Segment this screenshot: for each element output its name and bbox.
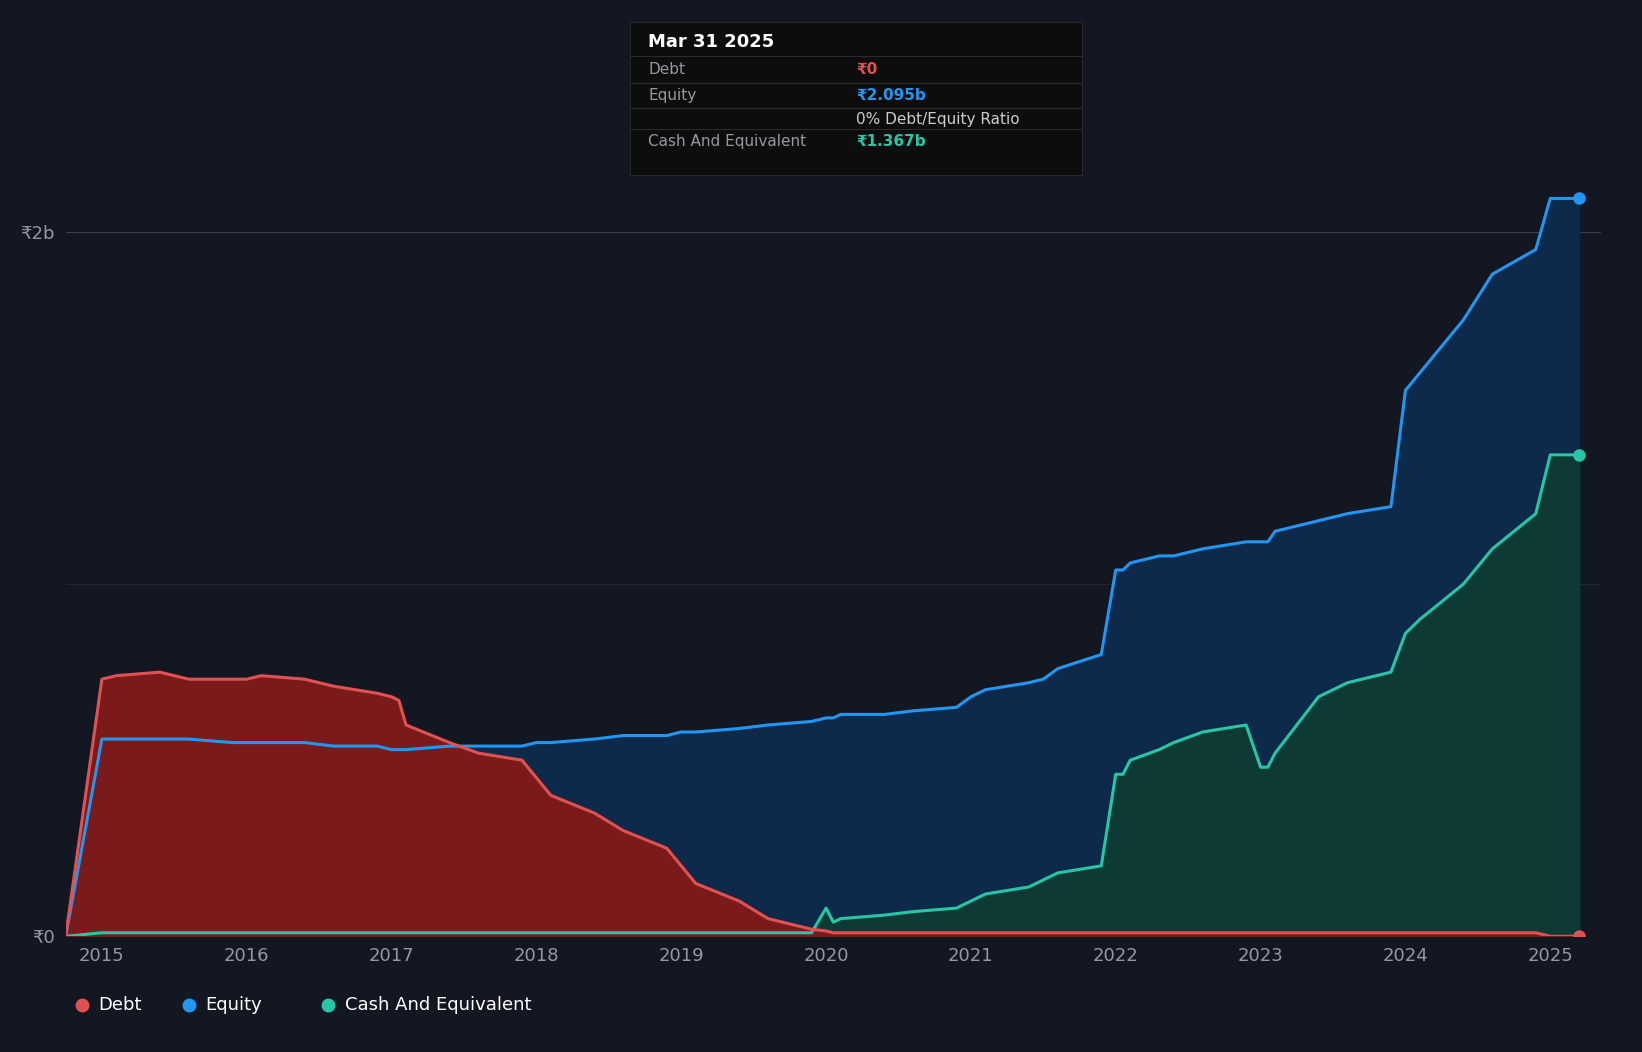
Text: 0% Debt/Equity Ratio: 0% Debt/Equity Ratio — [855, 113, 1020, 127]
Text: Debt: Debt — [649, 62, 685, 77]
Text: Debt: Debt — [99, 995, 141, 1014]
Text: Equity: Equity — [649, 87, 696, 103]
Text: ₹2.095b: ₹2.095b — [855, 87, 926, 103]
Text: ₹1.367b: ₹1.367b — [855, 134, 926, 148]
Text: Mar 31 2025: Mar 31 2025 — [649, 33, 775, 50]
Text: ₹0: ₹0 — [855, 62, 877, 77]
Text: Cash And Equivalent: Cash And Equivalent — [649, 134, 806, 148]
Text: Equity: Equity — [205, 995, 263, 1014]
Text: Cash And Equivalent: Cash And Equivalent — [345, 995, 532, 1014]
